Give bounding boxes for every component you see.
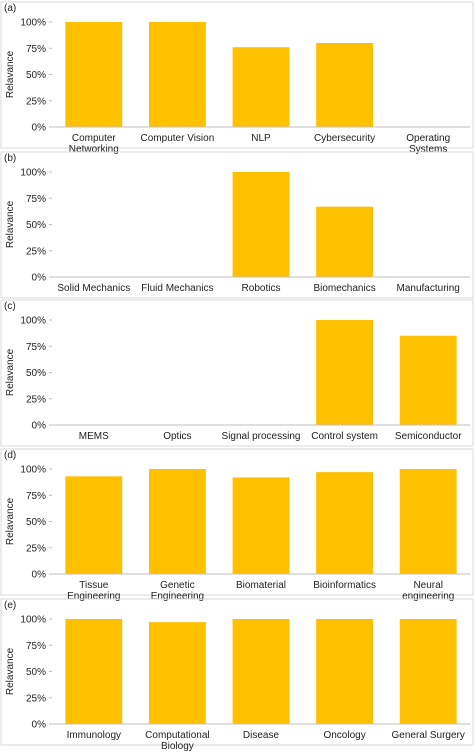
y-axis-label: Relavance <box>5 647 16 695</box>
x-tick-label: Robotics <box>242 283 281 294</box>
y-tick-label: 0% <box>32 720 47 731</box>
x-tick-label: Disease <box>243 730 280 741</box>
bar <box>148 622 206 724</box>
x-tick-label: MEMS <box>79 431 109 442</box>
x-tick-label: Neural engineering <box>402 580 454 602</box>
y-tick-label: 0% <box>32 273 47 284</box>
y-tick-label: 100% <box>20 465 46 476</box>
bar <box>399 335 457 425</box>
bar <box>148 22 206 127</box>
y-tick-label: 0% <box>32 570 47 581</box>
y-tick-label: 75% <box>26 491 46 502</box>
bar <box>232 47 290 128</box>
y-axis-label: Relavance <box>5 200 16 248</box>
panel-label: (d) <box>4 450 16 461</box>
x-tick-label: Tissue Engineering <box>67 580 120 602</box>
x-tick-label: NLP <box>251 133 271 144</box>
y-tick-label: 50% <box>26 517 46 528</box>
panel-frame <box>0 151 474 299</box>
y-tick-label: 100% <box>20 615 46 626</box>
x-tick-label: Computer Vision <box>141 133 215 144</box>
y-tick-label: 100% <box>20 168 46 179</box>
x-tick-label: General Surgery <box>392 730 465 741</box>
panel-frame <box>0 448 474 596</box>
y-tick-label: 50% <box>26 368 46 379</box>
y-tick-label: 0% <box>32 123 47 134</box>
y-tick-label: 50% <box>26 667 46 678</box>
y-tick-label: 100% <box>20 316 46 327</box>
bar <box>65 619 123 724</box>
x-tick-label: Operating Systems <box>406 133 450 155</box>
bar <box>399 619 457 724</box>
x-tick-label: Oncology <box>323 730 365 741</box>
panel-label: (c) <box>4 301 16 312</box>
panel-frame <box>0 1 474 149</box>
y-tick-label: 25% <box>26 246 46 257</box>
y-tick-label: 50% <box>26 220 46 231</box>
y-tick-label: 25% <box>26 693 46 704</box>
x-tick-label: Fluid Mechanics <box>141 283 213 294</box>
bar <box>232 619 290 724</box>
y-tick-label: 25% <box>26 394 46 405</box>
panel-frame <box>0 598 474 746</box>
x-tick-label: Signal processing <box>222 431 301 442</box>
x-tick-label: Computational Biology <box>145 730 209 752</box>
panel-label: (b) <box>4 153 16 164</box>
y-tick-label: 50% <box>26 70 46 81</box>
x-tick-label: Cybersecurity <box>314 133 375 144</box>
bar <box>316 43 374 127</box>
y-tick-label: 75% <box>26 641 46 652</box>
y-axis-label: Relavance <box>5 348 16 396</box>
panel-label: (a) <box>4 3 16 14</box>
x-tick-label: Bioinformatics <box>313 580 376 591</box>
y-tick-label: 75% <box>26 342 46 353</box>
x-tick-label: Biomaterial <box>236 580 286 591</box>
x-tick-label: Semiconductor <box>395 431 462 442</box>
bar <box>316 320 374 425</box>
x-tick-label: Control system <box>311 431 378 442</box>
bar <box>232 172 290 277</box>
x-tick-label: Genetic Engineering <box>151 580 204 602</box>
y-tick-label: 100% <box>20 18 46 29</box>
x-tick-label: Solid Mechanics <box>57 283 130 294</box>
bar <box>316 619 374 724</box>
bar <box>65 476 123 574</box>
y-tick-label: 0% <box>32 421 47 432</box>
y-tick-label: 75% <box>26 194 46 205</box>
bar <box>148 469 206 574</box>
bar <box>65 22 123 127</box>
x-tick-label: Optics <box>163 431 191 442</box>
x-tick-label: Biomechanics <box>313 283 375 294</box>
x-tick-label: Immunology <box>67 730 121 741</box>
y-axis-label: Relavance <box>5 50 16 98</box>
x-tick-label: Manufacturing <box>397 283 460 294</box>
y-tick-label: 25% <box>26 543 46 554</box>
panel-frame <box>0 299 474 447</box>
y-tick-label: 75% <box>26 44 46 55</box>
y-axis-label: Relavance <box>5 497 16 545</box>
y-tick-label: 25% <box>26 96 46 107</box>
bar <box>316 206 374 277</box>
x-tick-label: Computer Networking <box>69 133 119 155</box>
bar <box>232 477 290 574</box>
panel-label: (e) <box>4 600 16 611</box>
bar <box>316 472 374 574</box>
bar <box>399 469 457 574</box>
